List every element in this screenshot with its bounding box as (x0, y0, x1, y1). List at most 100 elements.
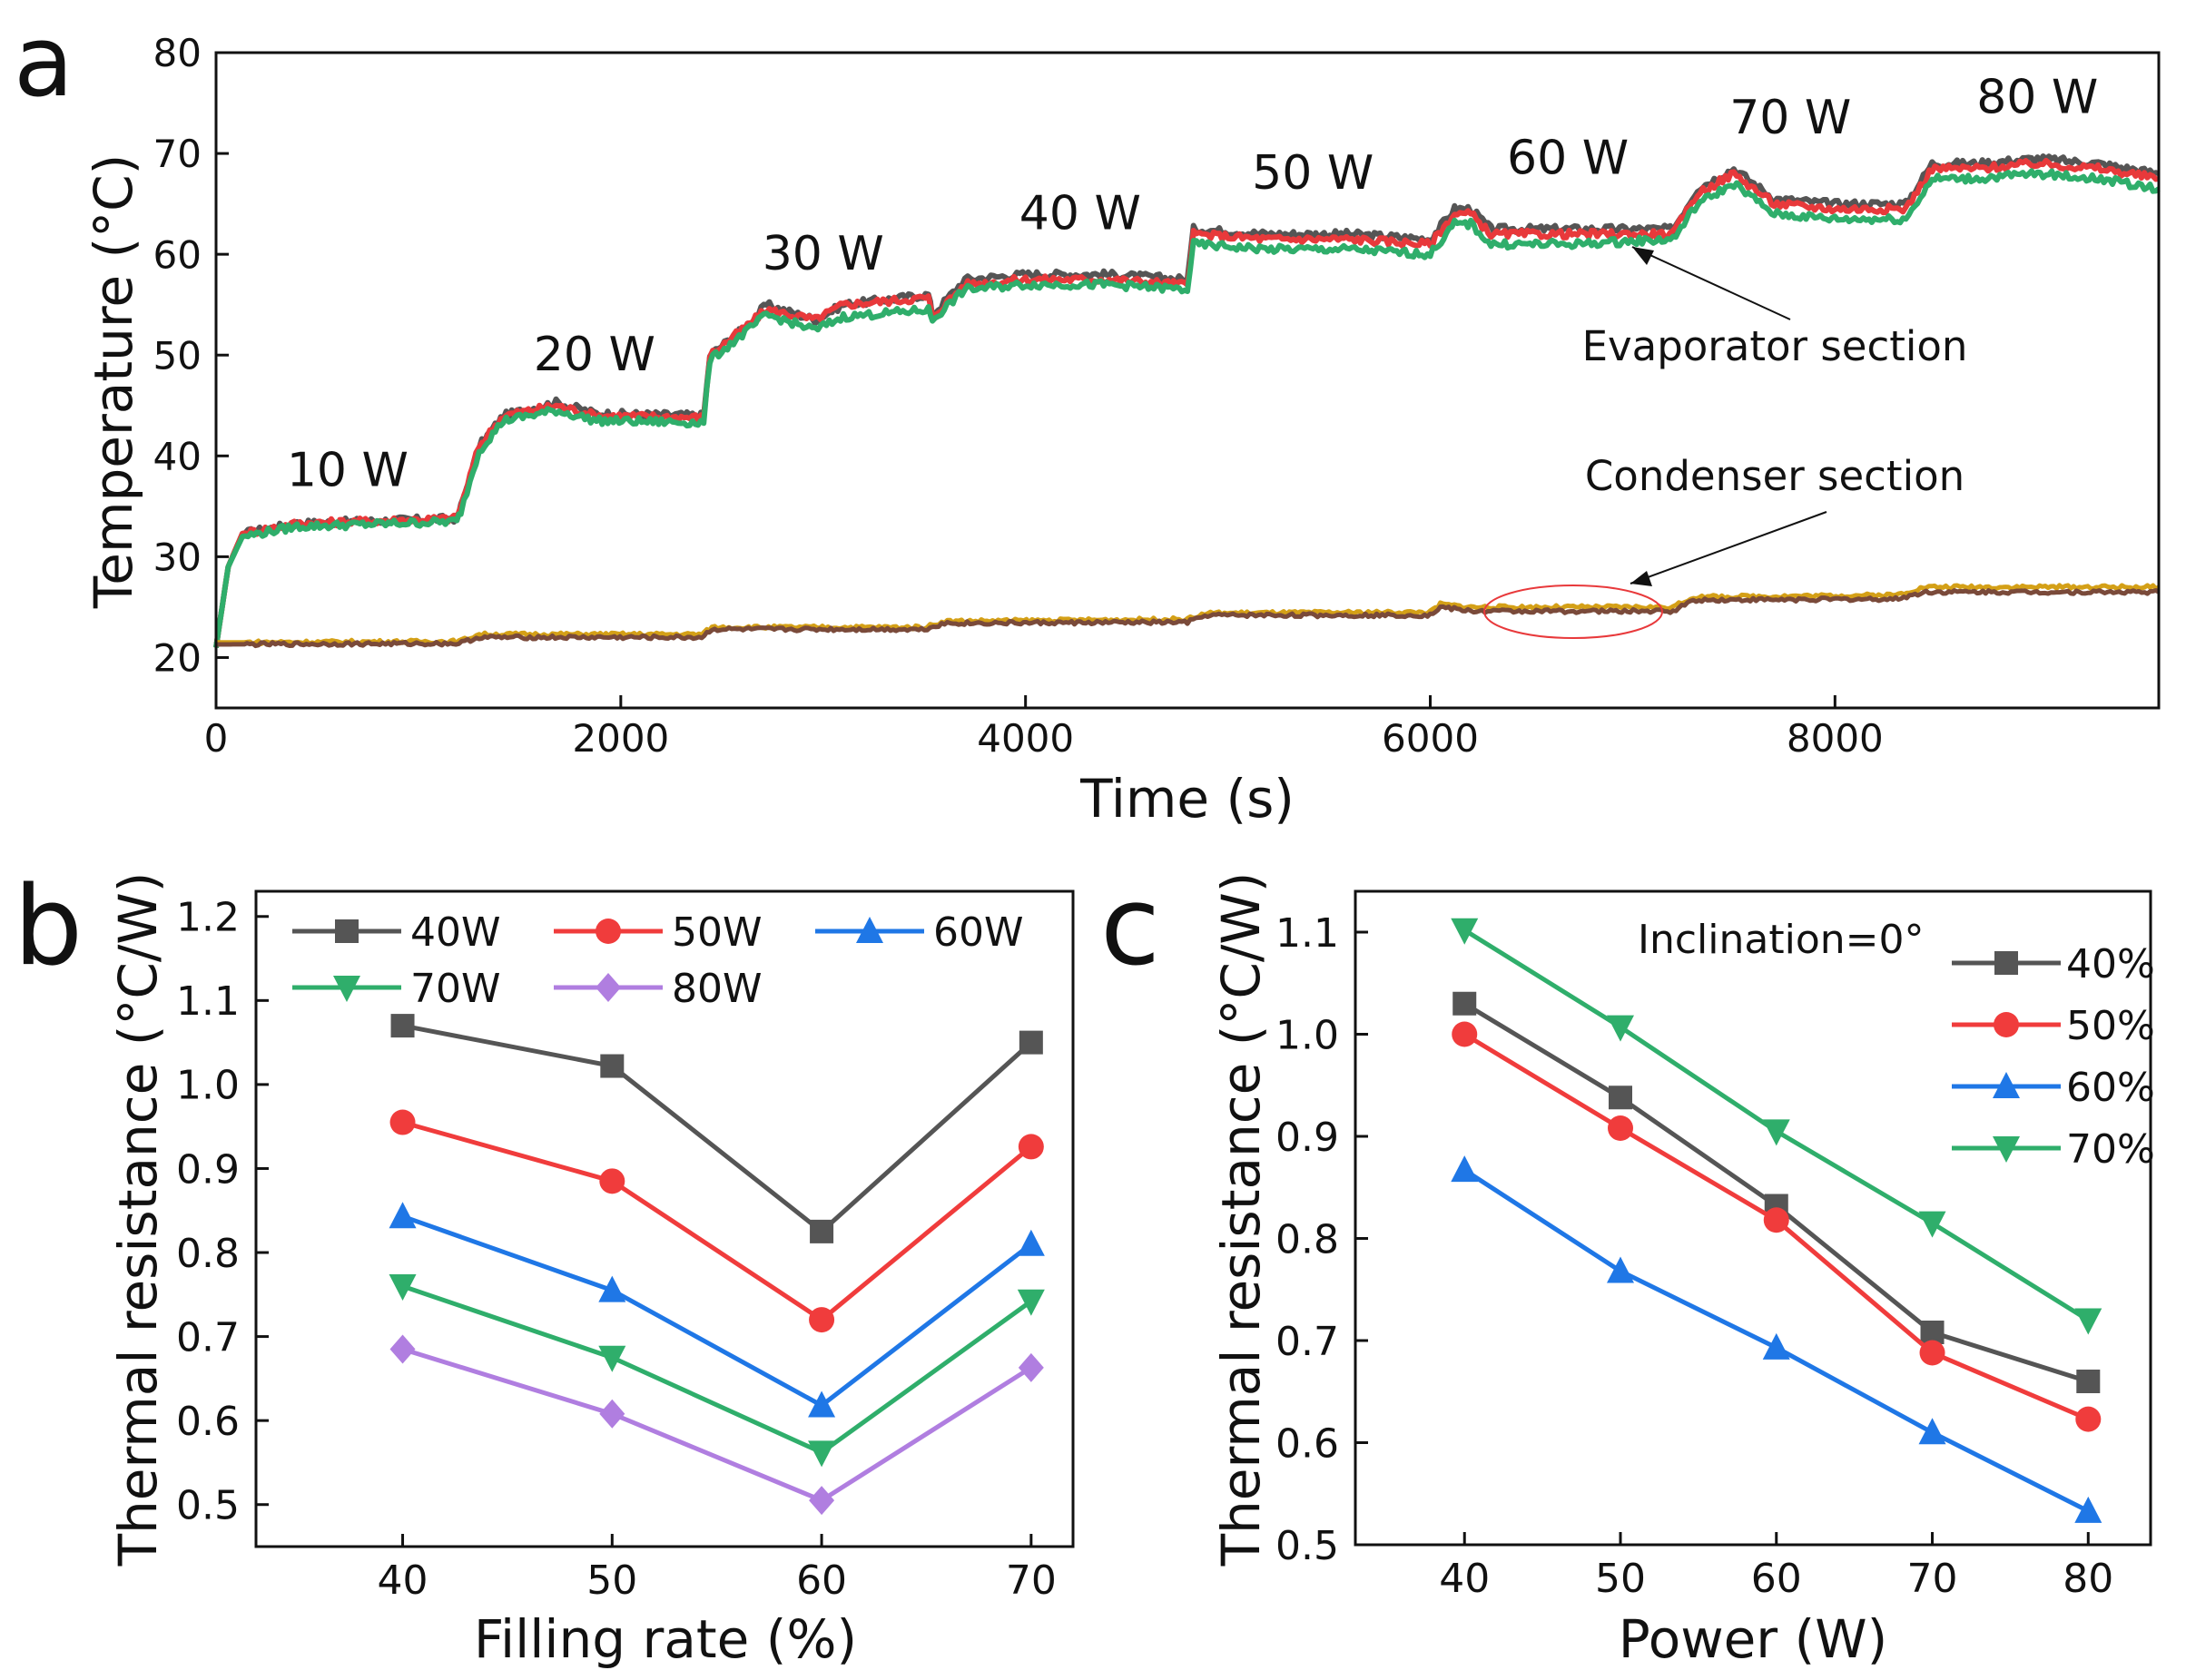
panel-a-plot-frame (214, 51, 2161, 710)
data-point-marker (1452, 991, 1477, 1016)
panel-b-plot-frame (254, 889, 1075, 1548)
x-tick-label: 2000 (572, 716, 669, 761)
x-tick-label: 6000 (1382, 716, 1479, 761)
y-tick-label: 20 (153, 636, 202, 681)
panel-c-legend: 40% 50% 60% 70% (1952, 941, 2155, 1173)
data-point-marker (1919, 1340, 1945, 1366)
panel-a-series (213, 153, 2161, 649)
panel-b-x-axis-label: Filling rate (%) (474, 1608, 857, 1670)
y-tick-label: 0.8 (1275, 1216, 1339, 1262)
panel-a-series-line (213, 168, 2161, 648)
legend-marker (333, 976, 360, 1002)
x-tick-label: 70 (1907, 1556, 1958, 1602)
y-tick-label: 0.7 (1275, 1319, 1339, 1365)
power-level-label: 70 W (1729, 91, 1851, 145)
x-tick-label: 50 (1595, 1556, 1646, 1602)
x-tick-label: 0 (204, 716, 229, 761)
panel-b-label: b (14, 864, 83, 990)
power-level-label: 40 W (1019, 186, 1141, 241)
x-tick-label: 4000 (977, 716, 1074, 761)
panel-a-series-line (216, 588, 2161, 649)
y-tick-label: 0.5 (176, 1483, 240, 1529)
data-point-marker (809, 1486, 835, 1516)
y-tick-label: 0.6 (1275, 1420, 1339, 1467)
data-point-marker (1452, 1021, 1478, 1047)
panel-b-series (389, 1014, 1045, 1516)
legend-marker (1994, 1012, 2019, 1037)
data-point-marker (389, 1334, 416, 1364)
y-tick-label: 0.6 (176, 1399, 240, 1445)
panel-a-x-axis-label: Time (s) (1079, 768, 1295, 830)
data-point-marker (1607, 1015, 1634, 1042)
legend-label: 40W (410, 909, 501, 956)
x-tick-label: 50 (586, 1557, 637, 1604)
panel-a-y-ticks: 20 30 40 50 60 70 80 (153, 31, 229, 681)
legend-label: 70% (2066, 1126, 2155, 1173)
legend-label: 60% (2066, 1065, 2155, 1111)
y-tick-label: 80 (153, 31, 202, 75)
data-point-marker (389, 1109, 416, 1135)
data-point-marker (2076, 1370, 2101, 1393)
series-line-50W (401, 1120, 1033, 1323)
data-point-marker (1019, 1030, 1043, 1055)
data-point-marker (1762, 1119, 1790, 1146)
panel-c-label: c (1100, 864, 1160, 990)
condenser-highlight-ellipse (1483, 585, 1663, 639)
panel-a: a 0 2000 4000 6000 8000 20 30 40 50 60 70 80 10 W 2… (14, 5, 2161, 830)
y-tick-label: 0.5 (1275, 1523, 1339, 1569)
y-tick-label: 1.1 (1275, 910, 1339, 957)
data-point-marker (2074, 1496, 2102, 1523)
power-level-label: 50 W (1252, 146, 1374, 201)
panel-a-label: a (14, 5, 74, 119)
y-tick-label: 30 (153, 535, 202, 580)
y-tick-label: 0.9 (1275, 1115, 1339, 1161)
condenser-arrow-head (1630, 571, 1652, 586)
legend-label: 40% (2066, 941, 2155, 987)
legend-marker (596, 919, 621, 944)
data-point-marker (1609, 1086, 1632, 1110)
evaporator-section-label: Evaporator section (1582, 322, 1968, 370)
legend-label: 50% (2066, 1003, 2155, 1049)
panel-b-y-ticks: 0.5 0.6 0.7 0.8 0.9 1.0 1.1 1.2 (176, 895, 269, 1529)
y-tick-label: 1.2 (176, 895, 240, 941)
data-point-marker (1918, 1211, 1946, 1238)
data-point-marker (599, 1168, 625, 1194)
condenser-section-label: Condenser section (1585, 452, 1964, 500)
panel-c-series (1451, 918, 2102, 1523)
data-point-marker (1607, 1256, 1634, 1283)
series-line-70W (401, 1283, 1033, 1456)
legend-marker (856, 917, 883, 943)
series-line-60W (401, 1213, 1033, 1409)
y-tick-label: 0.7 (176, 1314, 240, 1361)
series-line-40W (402, 1023, 1033, 1235)
y-tick-label: 0.8 (176, 1231, 240, 1277)
x-tick-label: 70 (1006, 1557, 1057, 1604)
data-point-marker (1762, 1332, 1790, 1360)
panel-c-inclination-annotation: Inclination=0° (1638, 917, 1925, 963)
x-tick-label: 8000 (1787, 716, 1884, 761)
legend-label: 60W (933, 909, 1024, 956)
y-tick-label: 50 (153, 333, 202, 378)
data-point-marker (600, 1054, 625, 1078)
x-tick-label: 80 (2063, 1556, 2113, 1602)
x-tick-label: 40 (1439, 1556, 1490, 1602)
power-level-label: 60 W (1507, 131, 1629, 185)
data-point-marker (1763, 1207, 1789, 1233)
y-tick-label: 1.0 (176, 1063, 240, 1109)
panel-a-power-labels: 10 W 20 W 30 W 40 W 50 W 60 W 70 W 80 W (287, 71, 2098, 498)
y-tick-label: 1.1 (176, 978, 240, 1025)
data-point-marker (1017, 1229, 1045, 1256)
data-point-marker (389, 1202, 417, 1229)
legend-label: 70W (410, 966, 501, 1012)
panel-b-legend: 40W 50W 60W 70W 80W (292, 909, 1024, 1012)
power-level-label: 10 W (287, 444, 409, 498)
panel-c-y-axis-label: Thermal resistance (°C/W) (1210, 872, 1272, 1567)
legend-label: 50W (672, 909, 763, 956)
data-point-marker (1451, 1155, 1479, 1183)
data-point-marker (1018, 1134, 1044, 1160)
data-point-marker (809, 1307, 835, 1333)
legend-marker (1993, 1072, 2020, 1098)
power-level-label: 30 W (763, 227, 884, 281)
data-point-marker (1608, 1115, 1633, 1141)
